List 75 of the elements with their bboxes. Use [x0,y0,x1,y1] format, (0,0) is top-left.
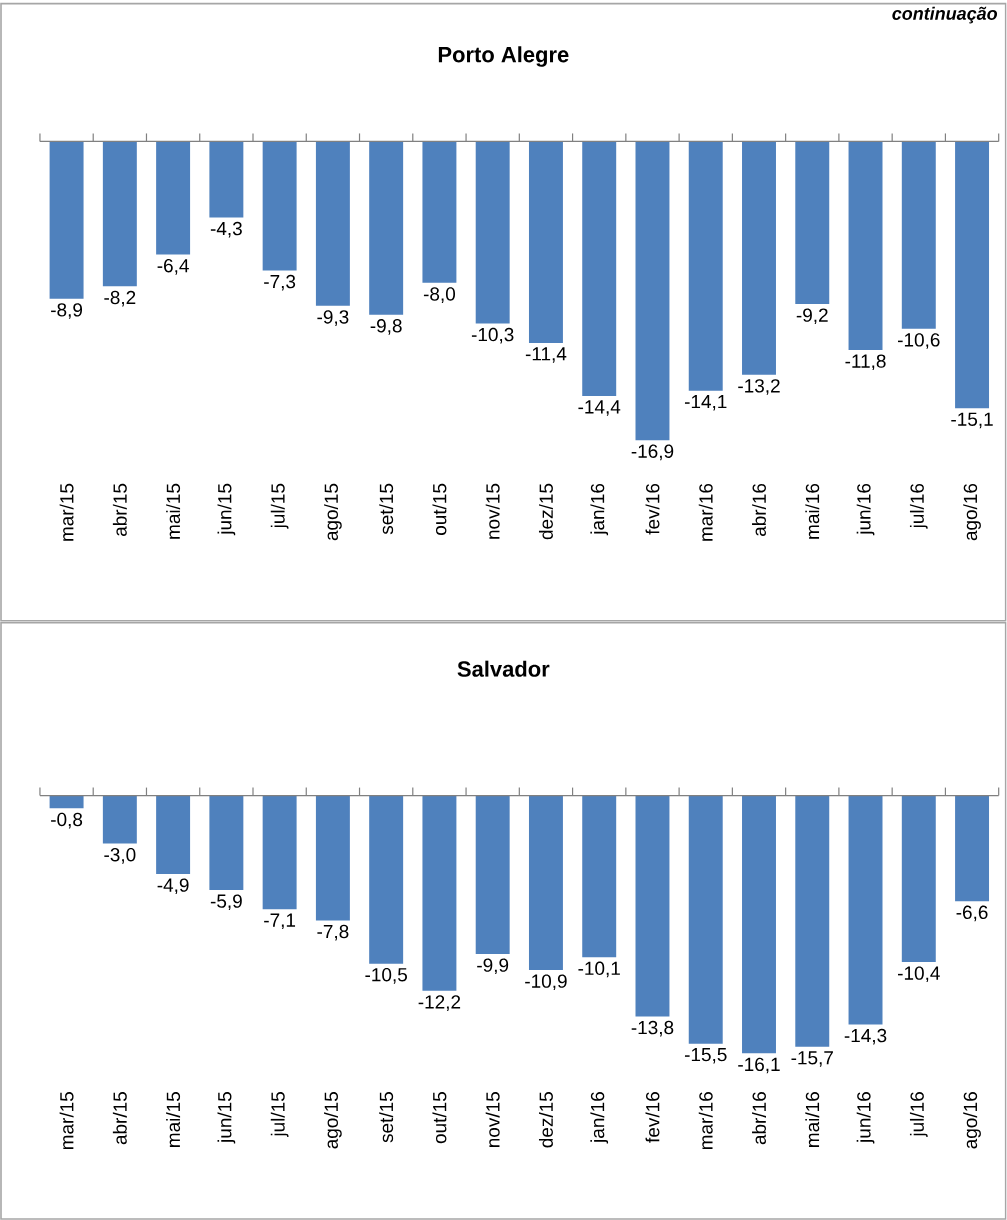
data-label: -10,1 [578,961,621,978]
x-tick-label: mar/16 [698,1092,713,1150]
x-tick-label: jan/16 [590,483,609,536]
data-label: -12,2 [418,995,461,1011]
x-tick-label: set/15 [379,1092,394,1143]
data-label: -15,7 [791,1051,834,1067]
chart-title: Salvador [457,660,550,677]
x-tick-label: jun/15 [217,483,236,536]
x-tick-label: jan/16 [590,1092,609,1144]
data-label: -7,1 [264,913,296,930]
data-label: -8,2 [104,290,136,307]
data-label: -10,3 [472,327,514,344]
data-label: -14,3 [844,1028,887,1045]
data-label: -11,8 [845,354,886,371]
x-tick-label: out/15 [432,1092,447,1144]
x-tick-label: dez/15 [539,483,554,540]
x-tick-label: mar/15 [59,483,74,541]
x-tick-label: jun/15 [217,1092,236,1144]
x-tick-label: jun/16 [856,483,875,536]
data-label: -10,4 [898,966,941,983]
data-label: -10,5 [365,968,408,984]
x-tick-label: nov/15 [485,1092,500,1147]
x-tick-label: set/15 [379,483,394,535]
data-label: -3,0 [104,847,136,864]
x-tick-label: jul/15 [270,1092,289,1138]
data-label: -6,6 [956,905,988,922]
x-tick-label: nov/15 [485,483,500,539]
x-tick-label: mar/16 [698,483,713,541]
x-tick-label: jul/15 [270,483,289,529]
data-label: -13,2 [738,379,780,395]
text: continuação [892,6,998,24]
x-tick-label: jun/16 [856,1092,875,1144]
x-tick-label: ago/15 [324,483,342,541]
data-label: -4,3 [211,221,243,238]
x-tick-label: jul/16 [910,483,928,529]
data-label: -9,2 [796,308,828,325]
x-tick-label: mai/16 [805,483,820,539]
x-tick-label: mai/16 [805,1092,820,1147]
x-tick-label: out/15 [432,483,447,536]
x-tick-label: mai/15 [166,1092,181,1147]
data-label: -7,8 [317,924,349,941]
x-tick-label: ago/16 [963,1092,982,1149]
data-label: -13,8 [631,1020,674,1037]
data-label: -0,8 [51,812,83,829]
data-label: -15,1 [951,412,993,429]
data-label: -14,4 [578,400,621,416]
data-label: -16,1 [738,1057,780,1074]
data-label: -14,1 [685,395,727,411]
x-tick-label: ago/16 [963,483,982,541]
data-label: -6,4 [157,258,190,275]
x-tick-label: fev/16 [645,483,660,535]
data-label: -10,9 [525,974,567,991]
x-tick-label: dez/15 [539,1092,554,1148]
data-label: -8,9 [51,303,83,319]
data-label: -11,4 [526,347,567,363]
x-tick-label: abr/16 [752,483,767,537]
data-label: -9,9 [477,958,509,975]
x-tick-label: fev/16 [645,1092,660,1143]
x-tick-label: mar/15 [59,1092,74,1150]
data-label: -5,9 [211,894,242,911]
x-tick-label: abr/15 [113,483,127,537]
data-label: -16,9 [631,444,674,461]
data-label: -4,9 [157,878,189,895]
data-label: -8,0 [424,287,456,303]
x-tick-label: abr/16 [752,1092,767,1145]
data-label: -15,5 [685,1048,727,1064]
x-tick-label: ago/15 [324,1092,342,1149]
data-label: -9,8 [370,319,402,335]
data-label: -10,6 [898,333,940,349]
x-tick-label: mai/15 [166,483,181,539]
x-tick-label: jul/16 [910,1092,928,1138]
data-label: -7,3 [264,274,296,291]
chart-title: Porto Alegre [439,46,569,67]
x-tick-label: abr/15 [113,1092,127,1145]
data-label: -9,3 [317,310,349,326]
